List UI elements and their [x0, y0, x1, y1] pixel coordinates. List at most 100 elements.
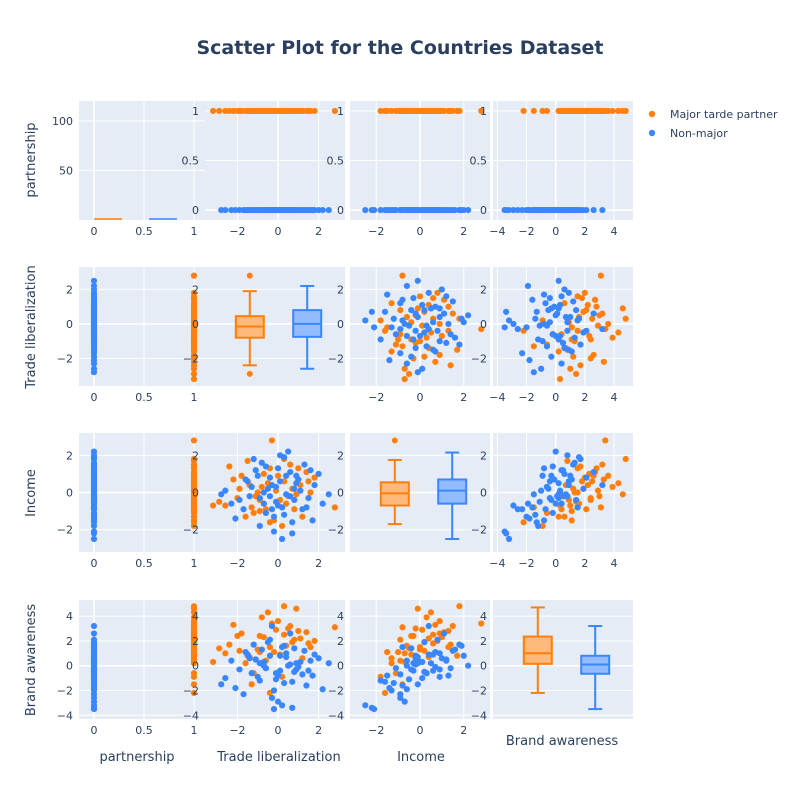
data-point-non-major: [535, 522, 542, 530]
data-point-non-major: [370, 324, 378, 331]
data-point-non-major: [543, 343, 551, 350]
data-point-non-major: [519, 506, 526, 513]
data-point-non-major: [399, 296, 406, 303]
data-point-non-major: [258, 459, 265, 466]
data-point-non-major: [423, 206, 430, 214]
legend-item-major-tarde-partner[interactable]: Major tarde partner: [648, 108, 778, 121]
data-point-non-major: [268, 622, 276, 630]
data-point-non-major: [384, 291, 391, 298]
x-tick-label: 0.5: [135, 225, 153, 238]
data-point-non-major: [443, 293, 450, 300]
data-point-non-major: [246, 493, 253, 500]
data-point-non-major: [565, 289, 572, 296]
legend-item-non-major[interactable]: Non-major: [648, 127, 728, 140]
data-point-non-major: [228, 657, 235, 664]
x-tick-label: 1: [191, 724, 198, 737]
data-point-major-tarde-partner: [414, 305, 421, 312]
data-point-non-major: [574, 317, 581, 324]
data-point-non-major: [240, 506, 247, 513]
data-point-non-major: [293, 472, 300, 479]
data-point-non-major: [430, 667, 437, 674]
data-point-non-major: [458, 315, 465, 322]
data-point-major-tarde-partner: [392, 341, 400, 348]
data-point-non-major: [232, 515, 239, 522]
data-point-non-major: [289, 530, 296, 537]
data-point-major-tarde-partner: [567, 502, 574, 509]
data-point-major-tarde-partner: [530, 107, 537, 115]
data-point-non-major: [558, 500, 565, 507]
data-point-major-tarde-partner: [381, 107, 389, 115]
data-point-major-tarde-partner: [397, 657, 404, 664]
data-point-non-major: [443, 339, 450, 346]
legend[interactable]: Major tarde partner Non-major: [648, 108, 778, 140]
data-point-major-tarde-partner: [299, 513, 306, 520]
data-point-major-tarde-partner: [190, 320, 198, 328]
y-tick-label: 0: [480, 487, 487, 500]
data-point-non-major: [90, 448, 98, 455]
data-point-non-major: [260, 662, 267, 669]
data-point-major-tarde-partner: [293, 491, 300, 498]
data-point-non-major: [540, 465, 548, 472]
y-tick-label: 2: [480, 635, 487, 648]
data-point-non-major: [388, 687, 395, 694]
data-point-major-tarde-partner: [248, 681, 255, 688]
data-point-major-tarde-partner: [397, 636, 404, 643]
data-point-major-tarde-partner: [416, 107, 424, 115]
data-point-major-tarde-partner: [210, 658, 217, 666]
data-point-non-major: [561, 344, 568, 352]
data-point-major-tarde-partner: [272, 626, 280, 633]
data-point-major-tarde-partner: [430, 640, 437, 647]
cell-brand-awareness-vs-income: −2 0 2 −4 −2 0 2 4: [328, 600, 490, 737]
y-tick-label: 0: [480, 204, 487, 217]
data-point-non-major: [538, 365, 545, 372]
data-point-non-major: [381, 308, 389, 315]
data-point-non-major: [432, 206, 439, 214]
data-point-non-major: [449, 298, 456, 305]
data-point-major-tarde-partner: [291, 636, 298, 643]
data-point-non-major: [434, 327, 441, 334]
data-point-non-major: [270, 705, 278, 713]
y-tick-label: 2: [66, 635, 73, 648]
box-body: [522, 635, 553, 665]
data-point-major-tarde-partner: [434, 289, 441, 296]
cell-trade-liberalization-vs-partnership: 0 0.5 1 −2 0 2: [57, 267, 219, 404]
data-point-major-tarde-partner: [190, 489, 198, 496]
data-point-major-tarde-partner: [270, 648, 278, 656]
data-point-non-major: [505, 317, 513, 324]
data-point-non-major: [266, 652, 274, 659]
y-tick-label: −2: [328, 684, 344, 697]
x-tick-label: −2: [368, 391, 384, 404]
data-point-major-tarde-partner: [539, 107, 546, 115]
data-point-major-tarde-partner: [190, 627, 198, 635]
data-point-non-major: [90, 455, 98, 463]
data-point-non-major: [599, 325, 606, 333]
data-point-non-major: [305, 494, 312, 502]
y-tick-label: 0: [192, 318, 199, 331]
data-point-non-major: [583, 474, 590, 481]
data-point-non-major: [236, 206, 243, 214]
x-tick-label: −4: [489, 391, 505, 404]
data-point-non-major: [503, 308, 510, 315]
data-point-non-major: [222, 674, 229, 682]
data-point-non-major: [90, 694, 98, 702]
data-point-non-major: [270, 528, 278, 535]
data-point-non-major: [289, 704, 296, 711]
data-point-non-major: [403, 360, 410, 367]
data-point-non-major: [397, 350, 404, 357]
data-point-non-major: [552, 312, 559, 319]
data-point-non-major: [510, 320, 517, 328]
y-tick-label: 0: [192, 487, 199, 500]
data-point-non-major: [552, 448, 559, 455]
data-point-major-tarde-partner: [399, 624, 406, 631]
data-point-non-major: [270, 687, 278, 694]
data-point-non-major: [568, 206, 575, 214]
data-point-non-major: [264, 485, 271, 492]
data-point-major-tarde-partner: [216, 498, 223, 505]
data-point-major-tarde-partner: [478, 107, 485, 115]
data-point-non-major: [524, 282, 532, 290]
data-point-non-major: [577, 455, 584, 463]
data-point-non-major: [90, 522, 98, 530]
data-point-major-tarde-partner: [190, 648, 198, 656]
data-point-major-tarde-partner: [449, 622, 456, 630]
data-point-major-tarde-partner: [311, 637, 318, 645]
